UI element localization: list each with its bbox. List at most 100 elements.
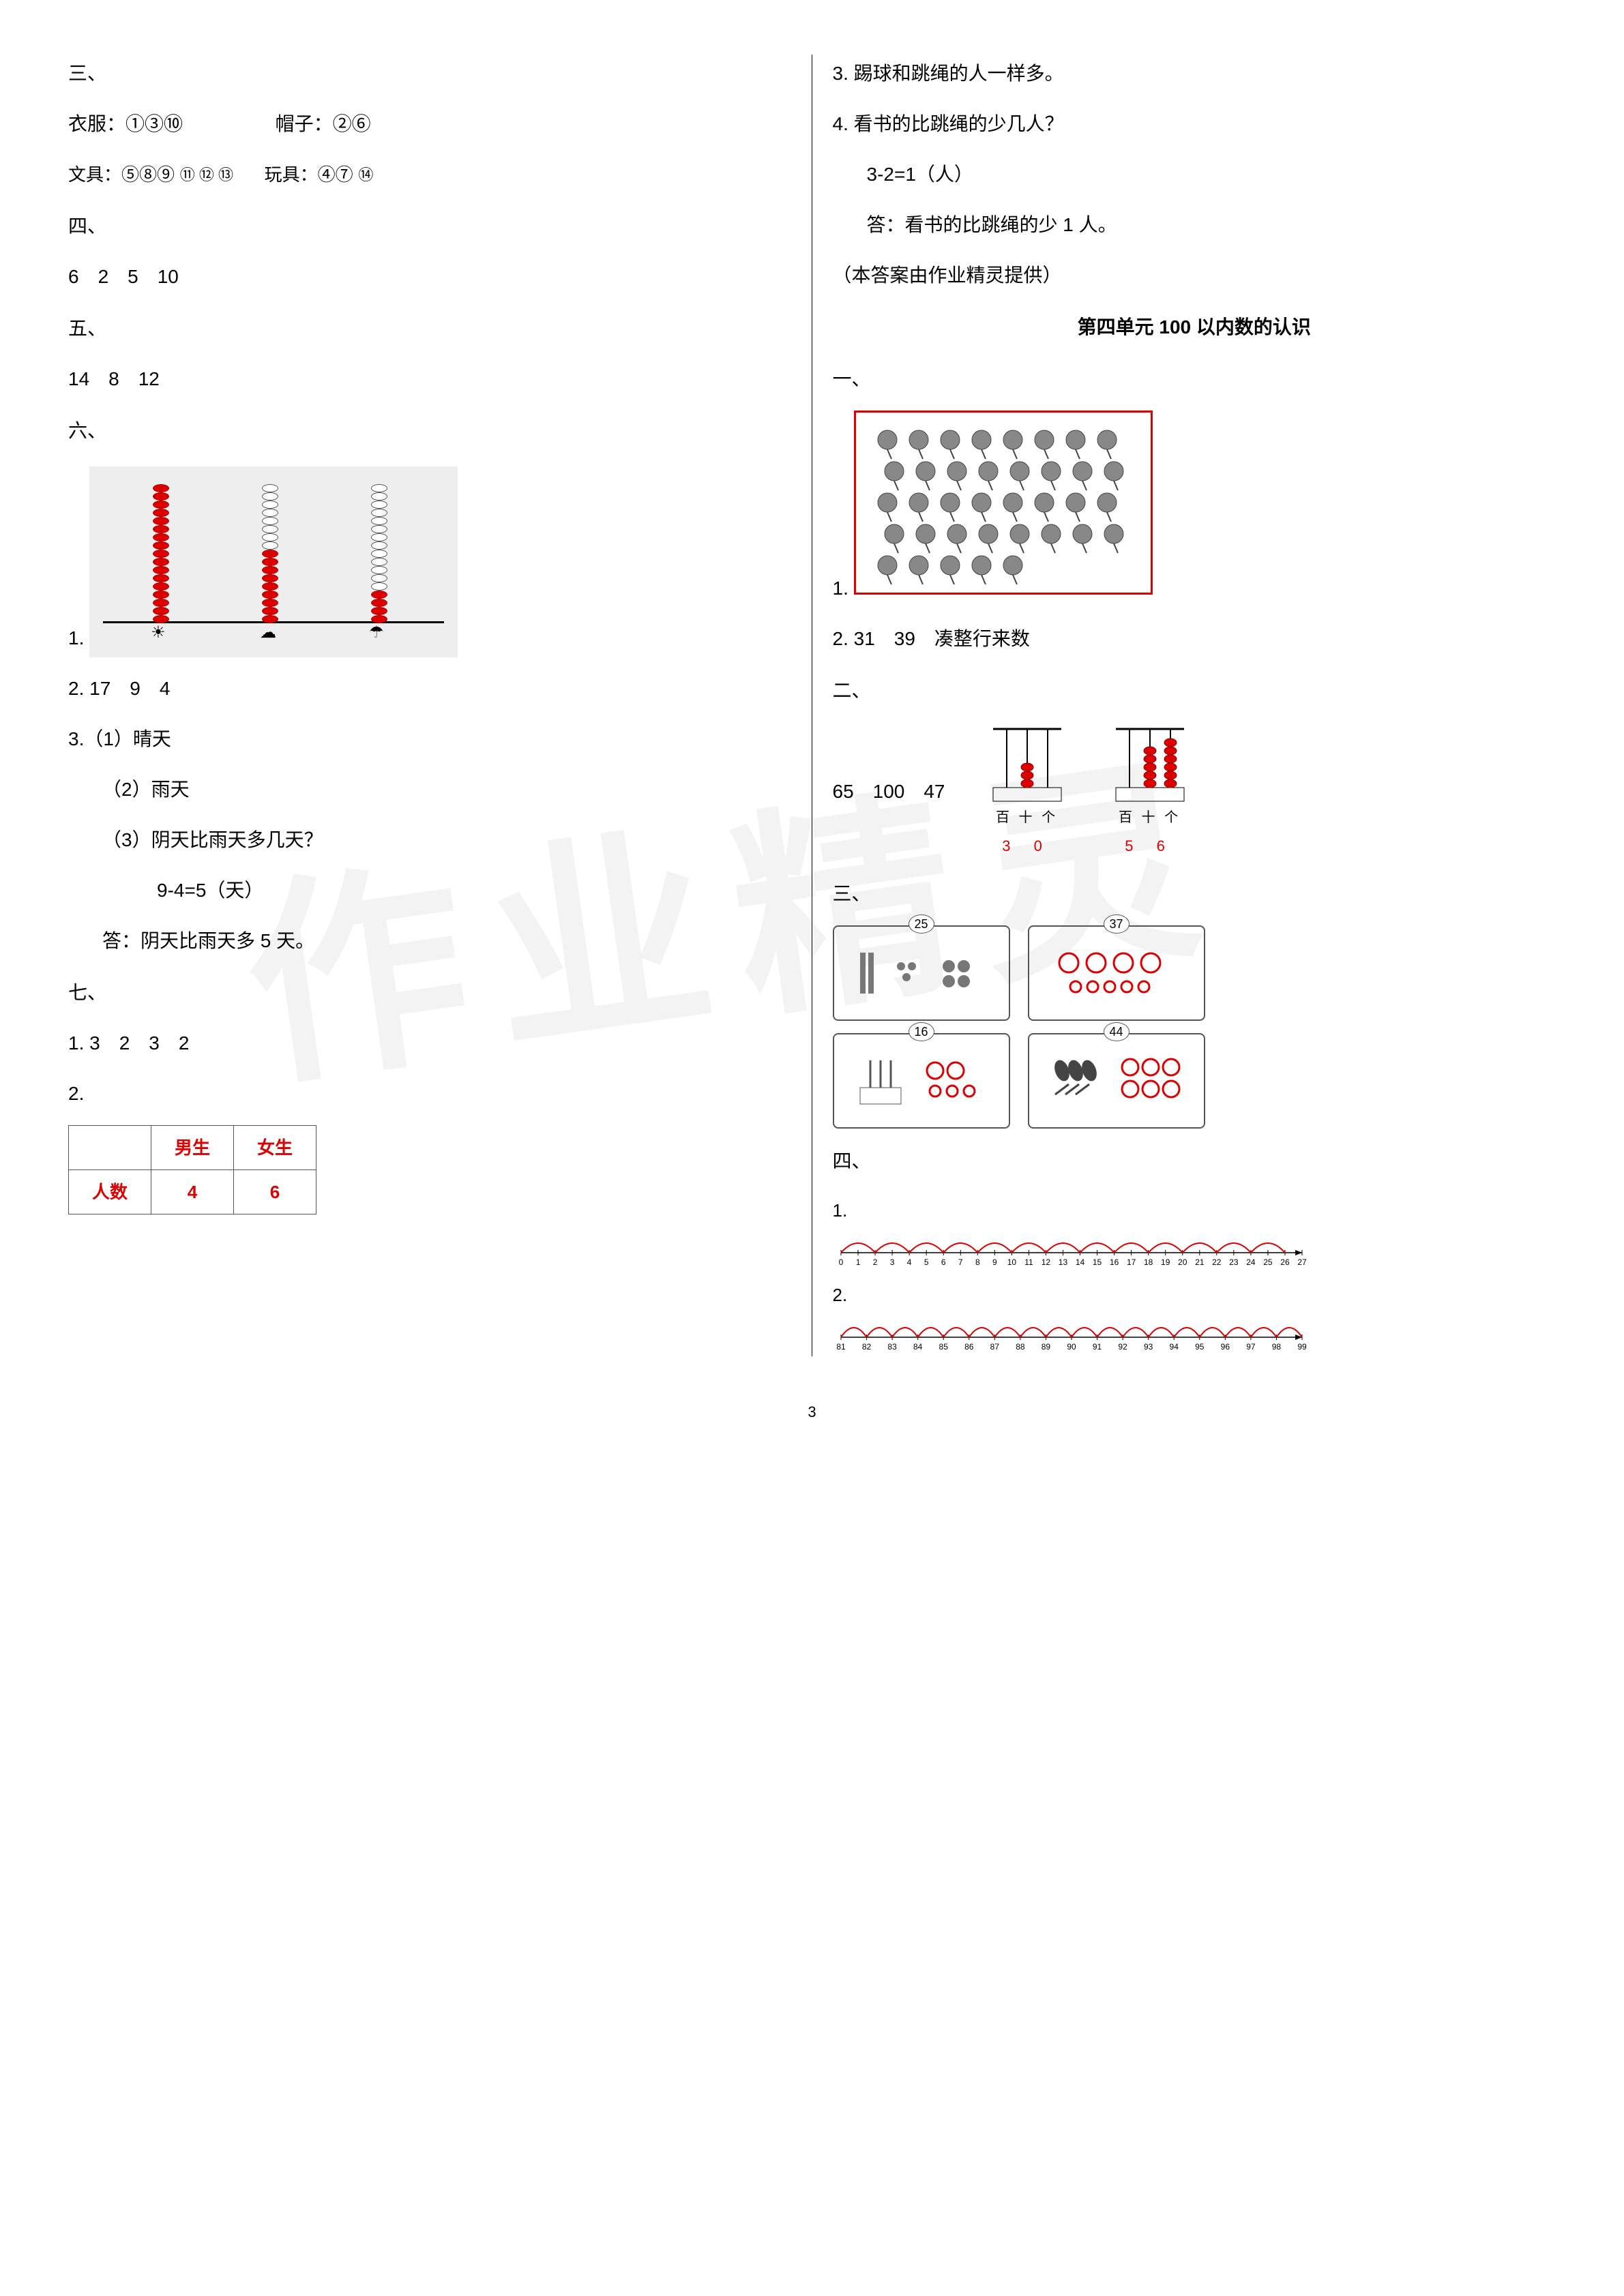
sec6-item1: 1. ☀☁☂ [68, 462, 792, 657]
svg-text:23: 23 [1229, 1257, 1239, 1267]
sec3-row1: 衣服：①③⑩ 帽子：②⑥ [68, 105, 792, 143]
svg-text:12: 12 [1041, 1257, 1050, 1267]
svg-text:92: 92 [1118, 1342, 1127, 1352]
svg-text:86: 86 [964, 1342, 974, 1352]
svg-text:10: 10 [1007, 1257, 1016, 1267]
svg-text:18: 18 [1143, 1257, 1153, 1267]
toys-extra: ⑭ [358, 166, 373, 183]
weather-icon: ☁ [260, 616, 276, 649]
sec7-item1: 1. 3 2 3 2 [68, 1024, 792, 1062]
svg-text:87: 87 [990, 1342, 999, 1352]
svg-text:84: 84 [913, 1342, 922, 1352]
u4-s3-heading: 三、 [833, 875, 1556, 913]
sec7-item2: 2. [68, 1075, 792, 1113]
svg-text:3: 3 [889, 1257, 894, 1267]
toys-label: 玩具：④⑦ [265, 157, 353, 192]
svg-text:21: 21 [1195, 1257, 1205, 1267]
card-number: 25 [909, 914, 934, 934]
count-card: 37 [1028, 925, 1205, 1021]
svg-text:91: 91 [1092, 1342, 1102, 1352]
abacus-labels: 百 十 个 [986, 804, 1068, 831]
number-lines: 1.01234567891011121314151617181920212223… [833, 1193, 1556, 1356]
cell-boys: 4 [151, 1170, 234, 1214]
sec7: 七、 1. 3 2 3 2 2. 男生 女生 人数 4 6 [68, 974, 792, 1214]
svg-text:94: 94 [1169, 1342, 1179, 1352]
svg-text:5: 5 [924, 1257, 928, 1267]
u4-s1-item2: 2. 31 39 凑整行来数 [833, 620, 1556, 658]
u4-s4: 四、 1.01234567891011121314151617181920212… [833, 1142, 1556, 1356]
r-p4: 4. 看书的比跳绳的少几人？ [833, 105, 1556, 143]
sec6-item3-calc: 9-4=5（天） [68, 871, 792, 910]
abacus-labels: 百 十 个 [1109, 804, 1191, 831]
sec5: 五、 14 8 12 [68, 310, 792, 398]
sec5-heading: 五、 [68, 310, 792, 348]
stationery-label: 文具：⑤⑧⑨ [68, 157, 175, 192]
page-number: 3 [68, 1397, 1556, 1427]
svg-text:96: 96 [1220, 1342, 1230, 1352]
u4-s2-heading: 二、 [833, 672, 1556, 710]
svg-text:83: 83 [887, 1342, 897, 1352]
svg-text:97: 97 [1246, 1342, 1256, 1352]
row-label-count: 人数 [69, 1170, 151, 1214]
count-card: 16 [833, 1033, 1010, 1129]
svg-text:7: 7 [958, 1257, 962, 1267]
abacus-56: 百 十 个5 6 [1109, 722, 1191, 861]
svg-text:14: 14 [1075, 1257, 1084, 1267]
abacus-digits: 3 0 [986, 831, 1068, 861]
th-girls: 女生 [234, 1126, 316, 1170]
sec6-heading: 六、 [68, 412, 792, 450]
svg-text:24: 24 [1246, 1257, 1256, 1267]
sec6-item1-prefix: 1. [68, 627, 84, 648]
abacus-digits: 5 6 [1109, 831, 1191, 861]
sec3-row2: 文具：⑤⑧⑨ ⑪ ⑫ ⑬ 玩具：④⑦ ⑭ [68, 155, 792, 194]
sec6-item3-3: （3）阴天比雨天多几天？ [68, 821, 792, 859]
student-table: 男生 女生 人数 4 6 [68, 1125, 316, 1214]
count-card: 25 [833, 925, 1010, 1021]
weather-icon: ☂ [369, 616, 384, 649]
card-number: 44 [1104, 1022, 1130, 1041]
unit4-title: 第四单元 100 以内数的认识 [833, 308, 1556, 346]
card-number: 16 [909, 1022, 934, 1041]
bead-chart: ☀☁☂ [89, 466, 458, 657]
abacus-30: 百 十 个3 0 [986, 722, 1068, 861]
svg-text:4: 4 [906, 1257, 911, 1267]
hats-label: 帽子：②⑥ [276, 113, 371, 134]
u4-s4-heading: 四、 [833, 1142, 1556, 1180]
th-boys: 男生 [151, 1126, 234, 1170]
sec6-item3-1: 3.（1）晴天 [68, 720, 792, 758]
r-p4-calc: 3-2=1（人） [833, 155, 1556, 194]
r-credit: （本答案由作业精灵提供） [833, 256, 1556, 295]
u4-s1: 一、 1. 2. 31 39 凑整行来数 [833, 360, 1556, 658]
count-card: 44 [1028, 1033, 1205, 1129]
numline-prefix: 1. [833, 1193, 848, 1228]
right-cont: 3. 踢球和跳绳的人一样多。 4. 看书的比跳绳的少几人？ 3-2=1（人） 答… [833, 55, 1556, 295]
svg-text:93: 93 [1143, 1342, 1153, 1352]
svg-text:88: 88 [1016, 1342, 1025, 1352]
numline-prefix: 2. [833, 1277, 848, 1313]
svg-text:15: 15 [1092, 1257, 1102, 1267]
r-p4-ans: 答：看书的比跳绳的少 1 人。 [833, 206, 1556, 244]
svg-text:99: 99 [1297, 1342, 1307, 1352]
card-number: 37 [1104, 914, 1130, 934]
sec6-item3-ans: 答：阴天比雨天多 5 天。 [68, 922, 792, 960]
sec3-heading: 三、 [68, 55, 792, 93]
th-blank [69, 1126, 151, 1170]
sec4: 四、 6 2 5 10 [68, 207, 792, 296]
svg-text:0: 0 [838, 1257, 843, 1267]
svg-text:13: 13 [1058, 1257, 1067, 1267]
u4-s3: 三、 25371644 [833, 875, 1556, 1129]
svg-text:27: 27 [1297, 1257, 1307, 1267]
u4-s1-item1: 1. [833, 411, 1556, 608]
sec3: 三、 衣服：①③⑩ 帽子：②⑥ 文具：⑤⑧⑨ ⑪ ⑫ ⑬ 玩具：④⑦ ⑭ [68, 55, 792, 194]
svg-text:98: 98 [1271, 1342, 1281, 1352]
sec7-heading: 七、 [68, 974, 792, 1012]
u4-s1-item1-prefix: 1. [833, 578, 848, 599]
clothes-label: 衣服：①③⑩ [68, 113, 183, 134]
svg-text:8: 8 [975, 1257, 979, 1267]
svg-text:89: 89 [1041, 1342, 1050, 1352]
sec6-item3-2: （2）雨天 [68, 771, 792, 809]
unit4: 第四单元 100 以内数的认识 [833, 308, 1556, 346]
svg-text:2: 2 [872, 1257, 877, 1267]
u4-s2-values: 65 100 47 [833, 773, 945, 811]
svg-text:26: 26 [1280, 1257, 1290, 1267]
